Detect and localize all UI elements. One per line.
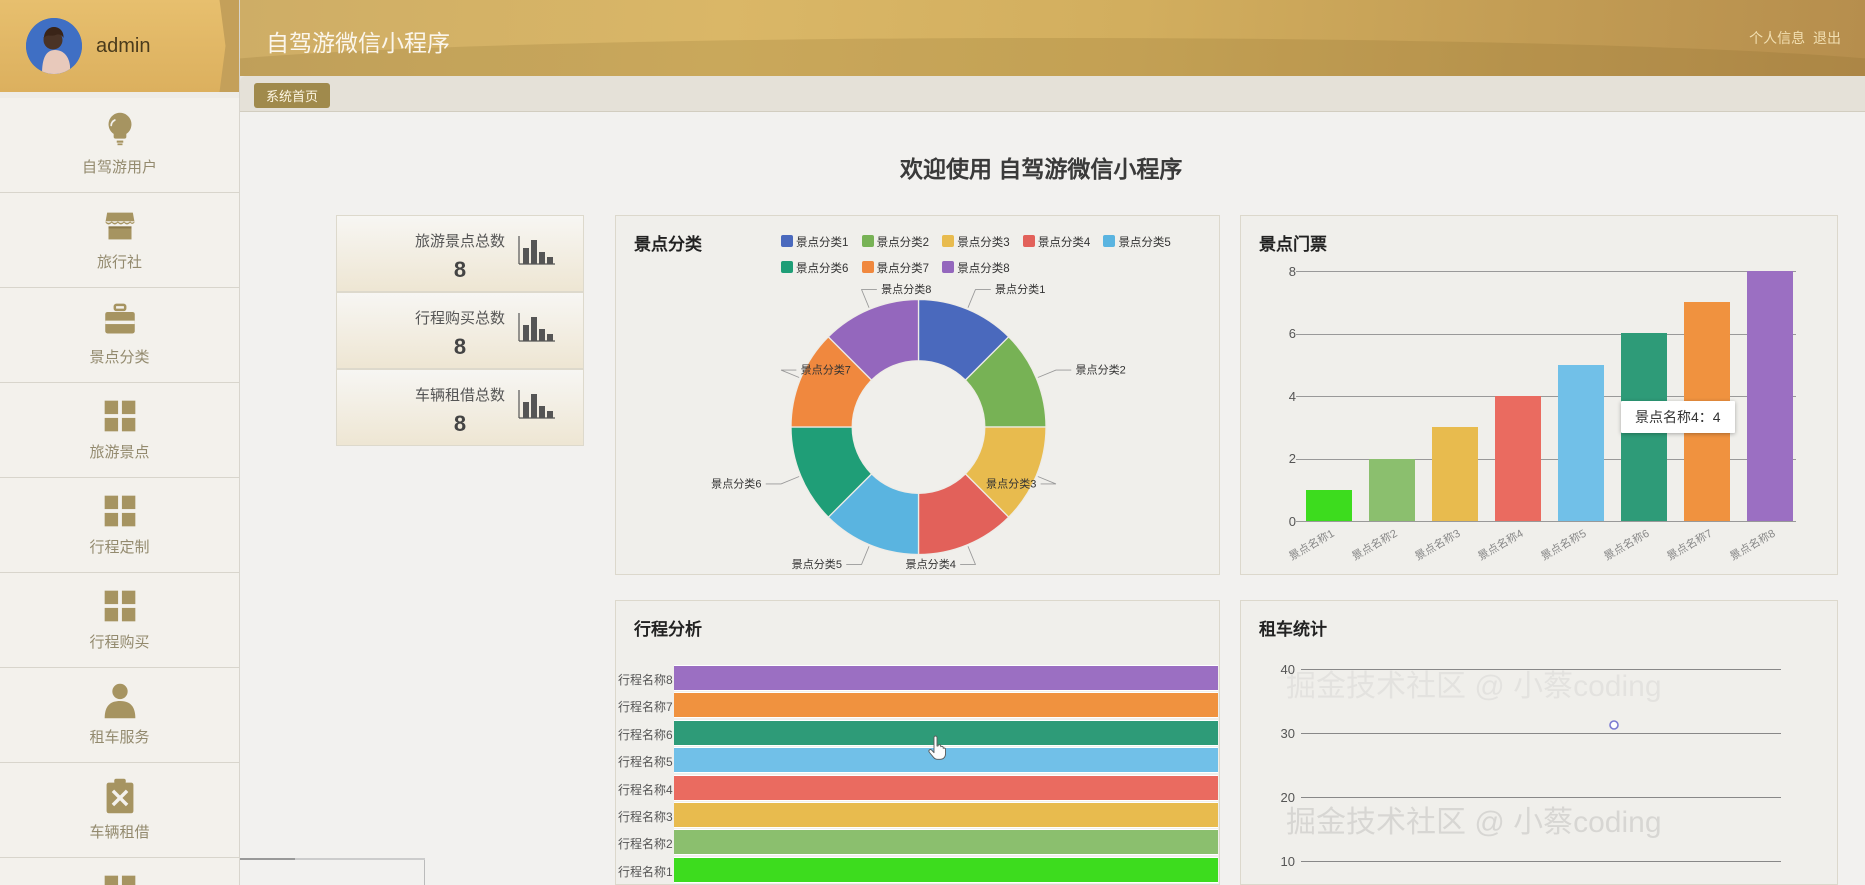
svg-text:景点分类8: 景点分类8 bbox=[881, 282, 931, 296]
svg-text:景点分类2: 景点分类2 bbox=[1075, 362, 1125, 376]
svg-text:景点分类1: 景点分类1 bbox=[995, 282, 1045, 296]
svg-text:景点分类7: 景点分类7 bbox=[801, 362, 851, 376]
svg-text:景点分类6: 景点分类6 bbox=[711, 476, 761, 490]
svg-text:景点分类5: 景点分类5 bbox=[792, 557, 842, 571]
svg-text:景点分类4: 景点分类4 bbox=[906, 557, 956, 571]
svg-text:景点分类3: 景点分类3 bbox=[986, 476, 1036, 490]
